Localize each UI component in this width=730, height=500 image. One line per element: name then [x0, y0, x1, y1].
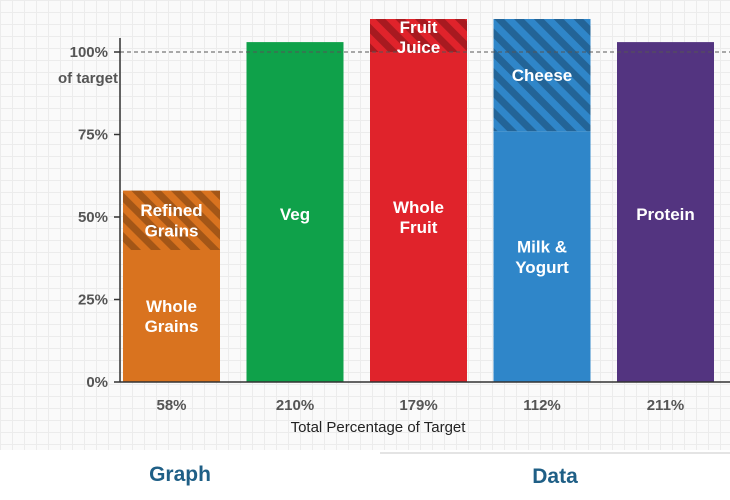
segment-label-2-1: Fruit Juice — [397, 18, 440, 57]
y-tick-label-1: 25% — [78, 292, 108, 309]
x-tick-label-3: 112% — [523, 397, 561, 414]
bar-segment-3-0 — [493, 131, 591, 382]
bar-segment-1-0 — [246, 42, 344, 382]
bar-segment-0-0 — [123, 250, 220, 382]
y-tick-label-3: 75% — [78, 127, 108, 144]
bar-hatch-0-1 — [123, 190, 220, 250]
segment-label-3-0: Milk & Yogurt — [515, 237, 569, 276]
x-tick-label-4: 211% — [647, 397, 685, 414]
segment-label-1-0: Veg — [280, 205, 310, 224]
y-tick-label-0: 0% — [86, 374, 108, 391]
segment-label-2-0: Whole Fruit — [393, 198, 444, 237]
segment-label-0-0: Whole Grains — [145, 297, 199, 336]
tab-data[interactable]: Data — [380, 452, 730, 500]
bar-hatch-3-1 — [493, 19, 591, 132]
bar-hatch-2-1 — [370, 19, 467, 52]
tab-graph[interactable]: Graph — [0, 452, 360, 498]
segment-label-4-0: Protein — [636, 205, 695, 224]
x-axis-title: Total Percentage of Target — [291, 419, 467, 436]
x-tick-label-2: 179% — [399, 397, 437, 414]
chart-area: Whole Grains Refined Grains Veg Whole Fruit Fru… — [0, 0, 730, 450]
bar-segment-4-0 — [617, 42, 714, 382]
bar-segment-2-0 — [370, 52, 467, 382]
x-tick-label-0: 58% — [156, 397, 186, 414]
y-tick-label-4: 100% of target — [58, 44, 118, 87]
segment-label-3-1: Cheese — [512, 66, 572, 85]
x-tick-label-1: 210% — [276, 397, 314, 414]
y-tick-label-2: 50% — [78, 209, 108, 226]
segment-label-0-1: Refined Grains — [140, 201, 202, 240]
food-group-bar-chart: Whole Grains Refined Grains Veg Whole Fruit Fru… — [58, 18, 730, 436]
